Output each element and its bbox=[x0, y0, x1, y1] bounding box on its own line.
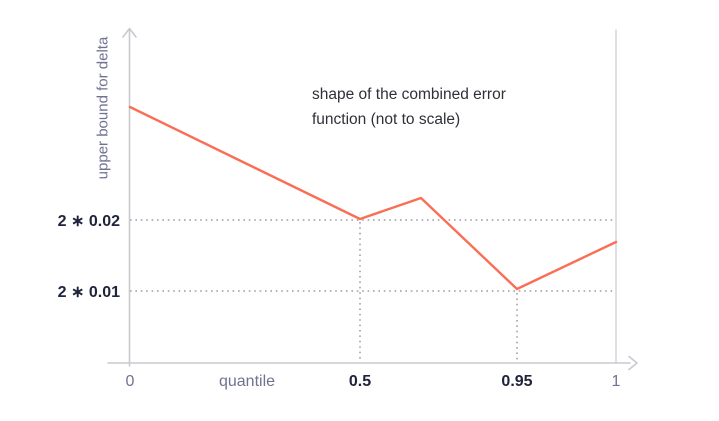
y-axis-title: upper bound for delta bbox=[95, 36, 112, 179]
x-axis-arrow-icon bbox=[628, 355, 638, 371]
x-tick-label: 0.5 bbox=[349, 373, 371, 390]
annotation-line-2: function (not to scale) bbox=[312, 111, 460, 128]
x-tick-label: 1 bbox=[612, 373, 621, 390]
annotation-line-1: shape of the combined error bbox=[312, 86, 506, 103]
error-function-line bbox=[128, 105, 618, 291]
x-tick-label: 0 bbox=[126, 373, 135, 390]
x-tick-label: 0.95 bbox=[501, 373, 532, 390]
y-axis-arrow-icon bbox=[122, 27, 137, 38]
x-axis-title: quantile bbox=[219, 373, 275, 390]
y-tick-label: 2 ∗ 0.01 bbox=[58, 284, 120, 301]
y-tick-label: 2 ∗ 0.02 bbox=[58, 213, 120, 230]
